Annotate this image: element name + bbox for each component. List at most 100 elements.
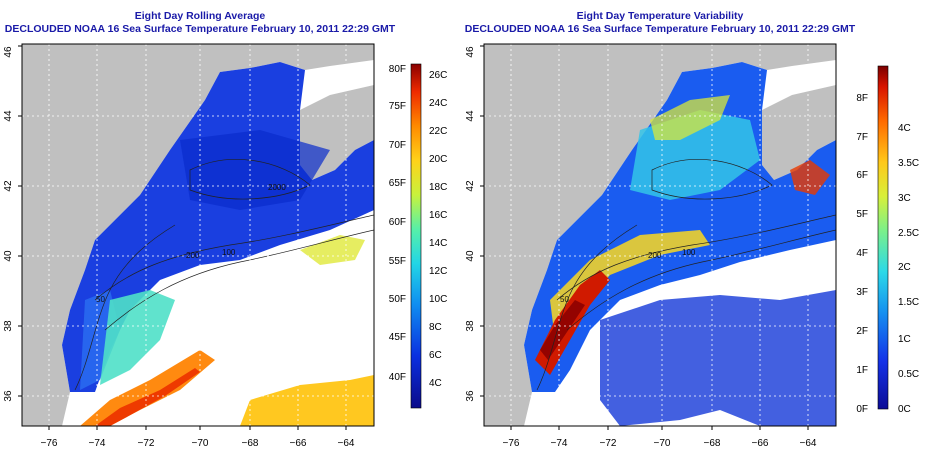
right-contour-label-200: 200	[648, 251, 662, 260]
right-cb-f-7: 7F	[856, 132, 868, 143]
left-contour-200	[94, 214, 374, 301]
left-lon-tick-76: −76	[41, 438, 58, 449]
left-cb-f-70: 70F	[389, 140, 406, 151]
left-land	[22, 44, 374, 426]
left-cb-c-18: 18C	[429, 182, 447, 193]
left-cb-c-10: 10C	[429, 294, 447, 305]
left-colorbar	[410, 63, 422, 409]
left-cb-f-45: 45F	[389, 332, 406, 343]
left-title-line2: DECLOUDED NOAA 16 Sea Surface Temperatur…	[4, 23, 396, 35]
right-gridlines	[484, 44, 836, 426]
left-deep-blue	[180, 130, 330, 210]
right-lat-tick-46: 46	[465, 46, 476, 58]
left-cb-c-24: 24C	[429, 98, 447, 109]
right-contour-200	[556, 214, 836, 301]
left-lat-tick-46: 46	[3, 46, 14, 58]
left-cb-f-65: 65F	[389, 178, 406, 189]
left-cb-c-12: 12C	[429, 266, 447, 277]
left-map-frame	[21, 43, 375, 427]
left-contour-label-50: 50	[96, 295, 105, 304]
right-cb-f-1: 1F	[856, 365, 868, 376]
left-cb-c-20: 20C	[429, 154, 447, 165]
right-lat-tick-40: 40	[465, 250, 476, 262]
right-cb-f-0: 0F	[856, 404, 868, 415]
left-lat-tick-36: 36	[3, 390, 14, 402]
left-cb-c-8: 8C	[429, 322, 442, 333]
right-cb-f-4: 4F	[856, 248, 868, 259]
right-cb-f-8: 8F	[856, 93, 868, 104]
left-cb-f-40: 40F	[389, 372, 406, 383]
left-warm-east-yellow	[300, 235, 365, 265]
right-contour-label-100: 100	[682, 248, 696, 257]
left-cb-f-75: 75F	[389, 101, 406, 112]
right-colorbar-c-labels: 0C 0.5C 1C 1.5C 2C 2.5C 3C 3.5C 4C	[898, 123, 919, 415]
left-slope-water	[100, 290, 175, 385]
right-cb-c-1: 1C	[898, 334, 911, 345]
right-cb-c-4: 4C	[898, 123, 911, 134]
right-cb-f-6: 6F	[856, 170, 868, 181]
right-lat-tick-44: 44	[465, 110, 476, 122]
right-shelf-yellow	[650, 95, 730, 140]
right-land-nova-scotia	[762, 85, 836, 180]
right-lon-tick-66: −66	[752, 438, 769, 449]
right-cb-c-1-5: 1.5C	[898, 297, 919, 308]
right-lon-tick-76: −76	[503, 438, 520, 449]
right-colorbar	[877, 65, 889, 410]
right-offshore-blue	[600, 290, 836, 426]
right-lat-ticks: 36 38 40 42 44 46	[465, 45, 484, 402]
left-colorbar-f-labels: 40F 45F 50F 55F 60F 65F 70F 75F 80F	[389, 64, 406, 383]
left-warm-east	[240, 375, 374, 426]
left-title-line1: Eight Day Rolling Average	[134, 10, 266, 22]
right-title-line2: DECLOUDED NOAA 16 Sea Surface Temperatur…	[464, 23, 856, 35]
left-lat-ticks: 36 38 40 42 44 46	[3, 45, 22, 402]
left-lon-ticks: −76 −74 −72 −70 −68 −66 −64	[41, 426, 355, 449]
left-contour-nearshore	[74, 224, 176, 391]
right-cb-c-3: 3C	[898, 193, 911, 204]
left-map: 200 50 2000 100	[22, 44, 374, 426]
left-gulf-stream-core	[95, 368, 200, 426]
right-cb-f-2: 2F	[856, 326, 868, 337]
right-slope-darkred	[540, 300, 585, 360]
right-lon-tick-70: −70	[654, 438, 671, 449]
right-lat-tick-38: 38	[465, 320, 476, 332]
left-lon-tick-72: −72	[138, 438, 155, 449]
left-colorbar-c-labels: 4C 6C 8C 10C 12C 14C 16C 18C 20C 22C 24C…	[429, 70, 447, 389]
right-title-line1: Eight Day Temperature Variability	[576, 10, 744, 22]
left-contour-2000	[104, 229, 374, 331]
right-contour-nearshore	[536, 224, 638, 391]
left-contour-label-100: 100	[222, 248, 236, 257]
right-variability-field	[524, 62, 836, 392]
left-cb-c-22: 22C	[429, 126, 447, 137]
right-contour-100	[566, 229, 836, 331]
left-lat-tick-42: 42	[3, 180, 14, 192]
right-cb-f-3: 3F	[856, 287, 868, 298]
left-gridlines	[22, 44, 374, 426]
left-cb-f-80: 80F	[389, 64, 406, 75]
right-lon-tick-64: −64	[800, 438, 817, 449]
left-lon-tick-70: −70	[192, 438, 209, 449]
right-lon-ticks: −76 −74 −72 −70 −68 −66 −64	[503, 426, 817, 449]
left-cb-f-55: 55F	[389, 256, 406, 267]
right-cb-c-2: 2C	[898, 262, 911, 273]
right-map-frame	[483, 43, 837, 427]
left-contour-label-200: 200	[186, 251, 200, 260]
left-lon-tick-66: −66	[290, 438, 307, 449]
left-contour-gulf	[189, 159, 311, 200]
right-lat-tick-36: 36	[465, 390, 476, 402]
right-lon-tick-72: −72	[600, 438, 617, 449]
left-lon-tick-64: −64	[338, 438, 355, 449]
right-lat-tick-42: 42	[465, 180, 476, 192]
right-cb-c-3-5: 3.5C	[898, 158, 919, 169]
right-contour-label-50: 50	[560, 295, 569, 304]
left-lat-tick-44: 44	[3, 110, 14, 122]
right-cb-c-0-5: 0.5C	[898, 369, 919, 380]
left-cb-c-16: 16C	[429, 210, 447, 221]
left-cb-f-50: 50F	[389, 294, 406, 305]
left-lat-tick-38: 38	[3, 320, 14, 332]
right-cb-c-0: 0C	[898, 404, 911, 415]
right-land	[484, 44, 836, 426]
right-map: 200 50 100	[484, 44, 836, 426]
right-lon-tick-74: −74	[551, 438, 568, 449]
left-cb-c-26: 26C	[429, 70, 447, 81]
